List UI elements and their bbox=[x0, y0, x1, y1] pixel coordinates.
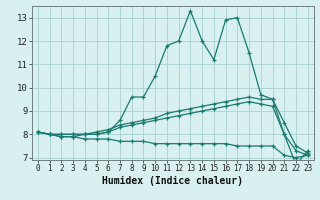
X-axis label: Humidex (Indice chaleur): Humidex (Indice chaleur) bbox=[102, 176, 243, 186]
